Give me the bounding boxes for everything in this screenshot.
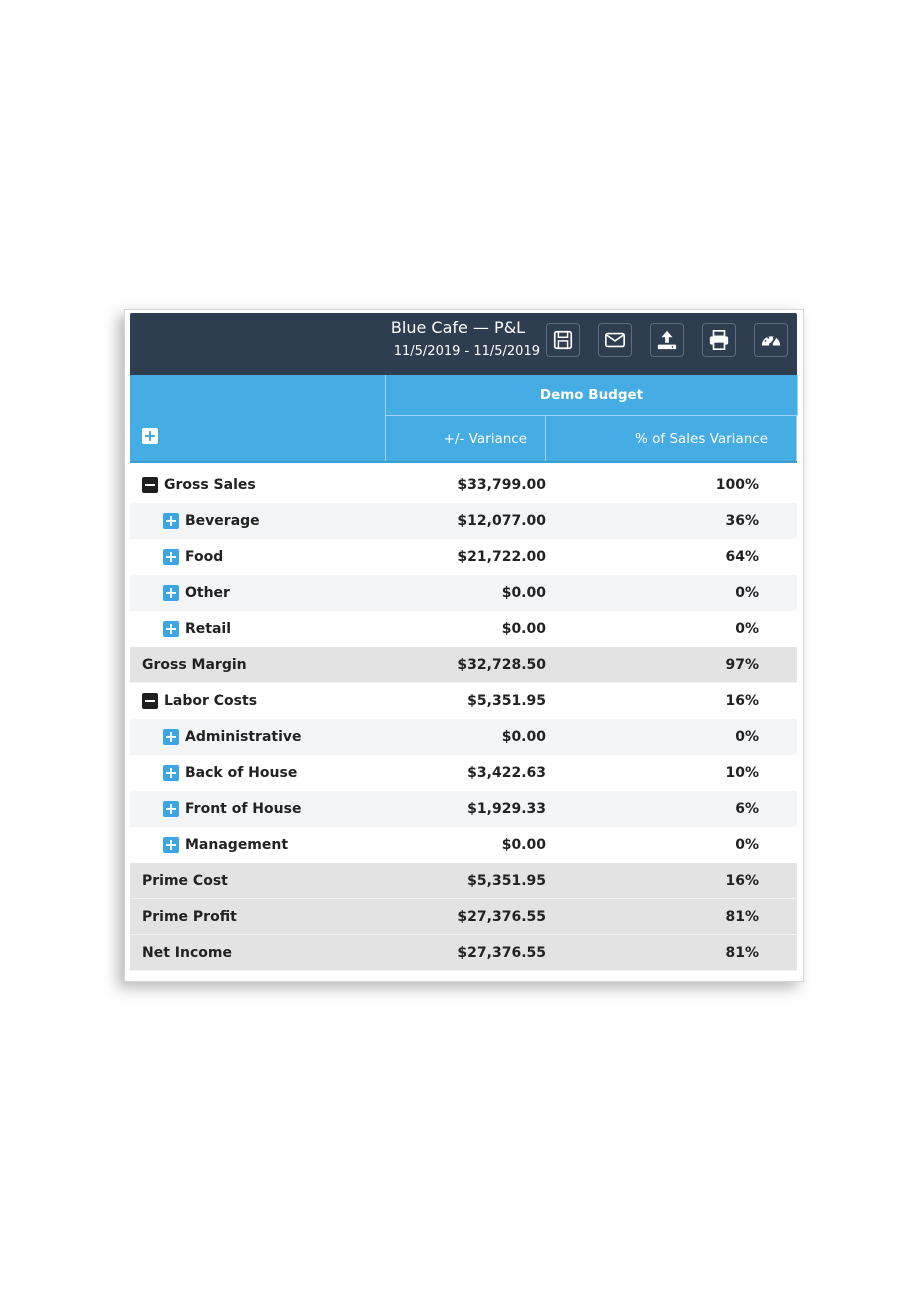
report-inner: Blue Cafe — P&L 11/5/2019 - 11/5/2019 [130,313,798,971]
email-icon [605,332,625,348]
row-amount: $3,422.63 [467,765,546,781]
row-amount: $33,799.00 [457,477,546,493]
row-pct: 97% [725,656,759,673]
row-amount: $0.00 [501,585,546,601]
row-prime-cost: Prime Cost $5,351.95 16% [130,863,797,899]
row-pct: 64% [725,549,759,565]
row-label: Labor Costs [164,693,258,709]
report-title: Blue Cafe — P&L [390,318,526,337]
demo-budget-header: Demo Budget [385,375,798,416]
row-pct: 16% [725,872,759,889]
row-amount: $0.00 [501,621,546,637]
row-amount: $1,929.33 [467,801,546,817]
expand-icon[interactable] [163,801,179,817]
expand-all-icon[interactable] [142,428,158,444]
row-label: Gross Margin [142,656,247,673]
row-pct: 0% [735,621,759,637]
row-pct: 10% [725,765,759,781]
report-header: Blue Cafe — P&L 11/5/2019 - 11/5/2019 [130,313,797,375]
row-label: Retail [185,621,232,637]
row-label: Front of House [185,801,302,817]
row-label: Net Income [142,944,232,961]
row-amount: $32,728.50 [457,656,546,673]
upload-icon [657,330,677,350]
row-food: Food $21,722.00 64% [130,539,797,575]
save-icon [553,330,573,350]
row-label: Other [185,585,230,601]
row-pct: 0% [735,729,759,745]
row-net-income: Net Income $27,376.55 81% [130,935,797,971]
save-button[interactable] [546,323,580,357]
row-labor-costs: Labor Costs $5,351.95 16% [130,683,797,719]
dashboard-icon [761,336,781,347]
email-button[interactable] [598,323,632,357]
row-amount: $5,351.95 [467,693,546,709]
row-label: Food [185,549,224,565]
expand-icon[interactable] [163,729,179,745]
title-block: Blue Cafe — P&L 11/5/2019 - 11/5/2019 [376,318,540,361]
row-amount: $0.00 [501,837,546,853]
row-label: Beverage [185,513,260,529]
expand-icon[interactable] [163,549,179,565]
row-label: Administrative [185,729,302,745]
row-pct: 0% [735,585,759,601]
row-pct: 81% [725,908,759,925]
pct-sales-variance-header[interactable]: % of Sales Variance [546,416,797,461]
row-front-of-house: Front of House $1,929.33 6% [130,791,797,827]
row-label: Back of House [185,765,298,781]
row-amount: $27,376.55 [457,908,546,925]
row-administrative: Administrative $0.00 0% [130,719,797,755]
expand-icon[interactable] [163,513,179,529]
upload-button[interactable] [650,323,684,357]
row-label: Gross Sales [164,477,256,493]
row-amount: $21,722.00 [457,549,546,565]
expand-icon[interactable] [163,837,179,853]
row-beverage: Beverage $12,077.00 36% [130,503,797,539]
expand-icon[interactable] [163,621,179,637]
row-pct: 0% [735,837,759,853]
row-label: Prime Profit [142,908,237,925]
row-label: Prime Cost [142,872,228,889]
row-amount: $5,351.95 [467,872,546,889]
row-other: Other $0.00 0% [130,575,797,611]
print-button[interactable] [702,323,736,357]
pl-report-card: Blue Cafe — P&L 11/5/2019 - 11/5/2019 [124,309,804,982]
report-rows: Gross Sales $33,799.00 100% Beverage $12… [130,467,797,971]
collapse-icon[interactable] [142,477,158,493]
row-pct: 100% [715,477,759,493]
expand-icon[interactable] [163,765,179,781]
print-icon [709,330,729,350]
row-pct: 36% [725,513,759,529]
variance-header[interactable]: +/- Variance [385,416,546,461]
column-header: Demo Budget +/- Variance % of Sales Vari… [130,375,798,463]
dashboard-button[interactable] [754,323,788,357]
date-range: 11/5/2019 - 11/5/2019 [393,344,540,359]
row-gross-sales: Gross Sales $33,799.00 100% [130,467,797,503]
row-prime-profit: Prime Profit $27,376.55 81% [130,899,797,935]
collapse-icon[interactable] [142,693,158,709]
row-amount: $27,376.55 [457,944,546,961]
row-pct: 81% [725,944,759,961]
row-label: Management [185,837,289,853]
row-amount: $12,077.00 [457,513,546,529]
row-back-of-house: Back of House $3,422.63 10% [130,755,797,791]
row-management: Management $0.00 0% [130,827,797,863]
row-pct: 6% [735,801,759,817]
row-pct: 16% [725,693,759,709]
row-retail: Retail $0.00 0% [130,611,797,647]
row-gross-margin: Gross Margin $32,728.50 97% [130,647,797,683]
row-amount: $0.00 [501,729,546,745]
expand-icon[interactable] [163,585,179,601]
